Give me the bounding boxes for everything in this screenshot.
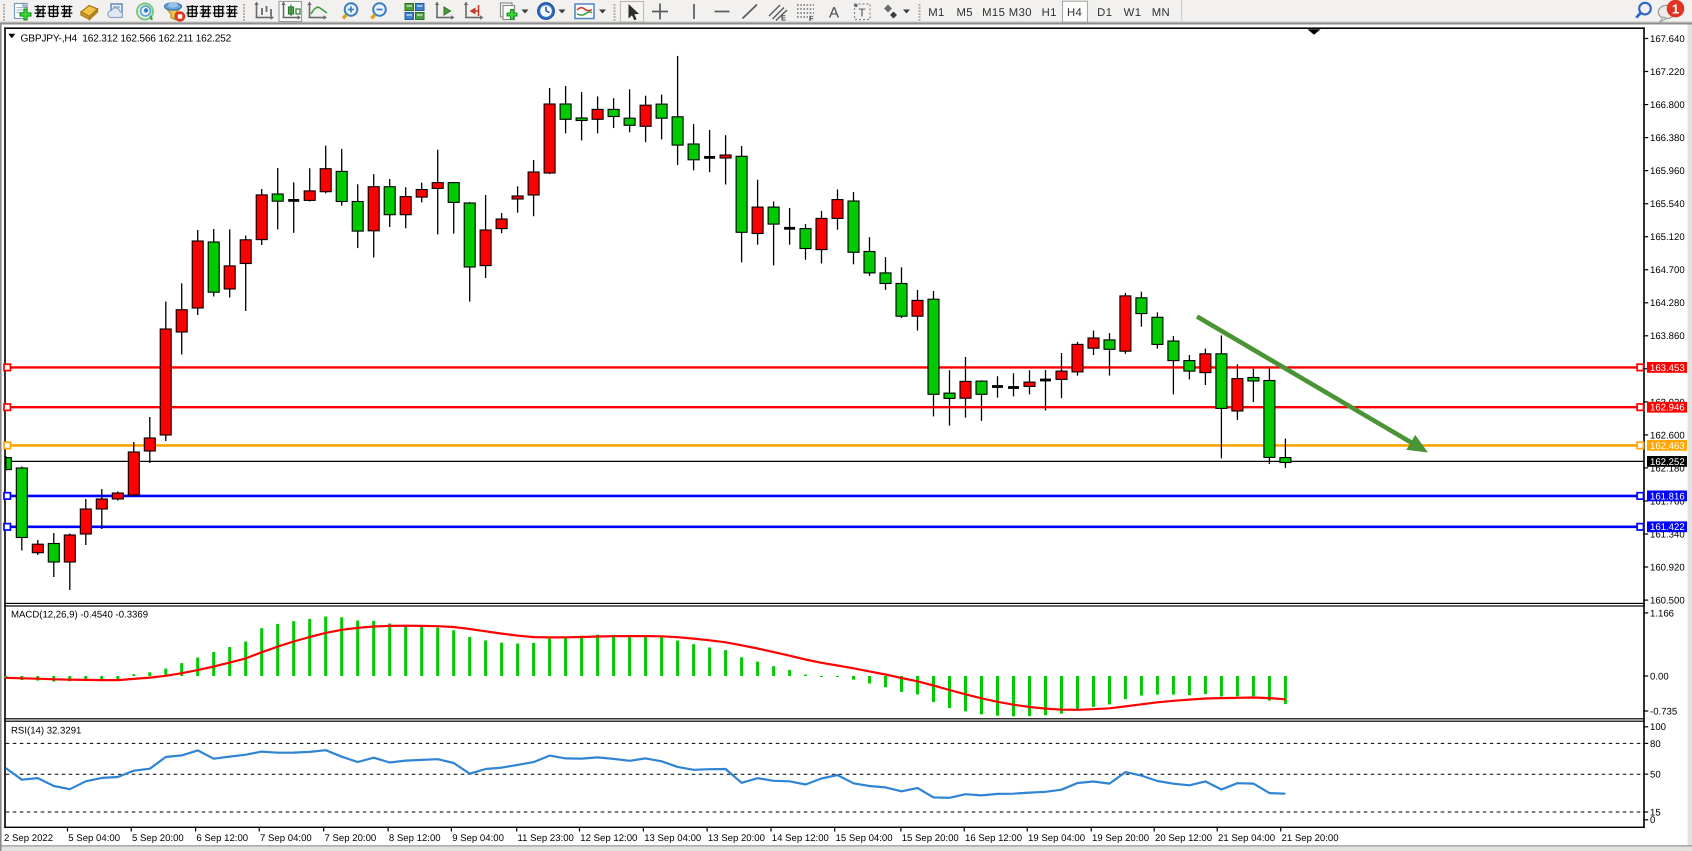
svg-text:0: 0 — [1650, 815, 1655, 826]
svg-text:165.960: 165.960 — [1650, 166, 1685, 177]
svg-text:MN: MN — [1152, 7, 1170, 19]
svg-text:E: E — [781, 14, 786, 23]
svg-text:M1: M1 — [928, 7, 945, 19]
svg-text:13 Sep 04:00: 13 Sep 04:00 — [644, 833, 701, 844]
svg-text:H1: H1 — [1042, 7, 1057, 19]
svg-text:9 Sep 04:00: 9 Sep 04:00 — [452, 833, 504, 844]
svg-text:165.120: 165.120 — [1650, 232, 1685, 243]
svg-text:GBPJPY-,H4 162.312 162.566 16: GBPJPY-,H4 162.312 162.566 162.211 162.2… — [21, 34, 232, 45]
svg-text:11 Sep 23:00: 11 Sep 23:00 — [518, 833, 574, 844]
svg-text:161.760: 161.760 — [1650, 496, 1685, 507]
svg-text:13 Sep 20:00: 13 Sep 20:00 — [708, 833, 765, 844]
svg-text:W1: W1 — [1124, 7, 1142, 19]
svg-text:20 Sep 12:00: 20 Sep 12:00 — [1155, 833, 1212, 844]
svg-text:T: T — [859, 8, 866, 20]
svg-text:M5: M5 — [956, 7, 973, 19]
svg-text:15 Sep 04:00: 15 Sep 04:00 — [836, 833, 893, 844]
svg-text:21 Sep 20:00: 21 Sep 20:00 — [1282, 833, 1339, 844]
svg-text:H4: H4 — [1067, 7, 1082, 19]
svg-text:165.540: 165.540 — [1650, 199, 1685, 210]
svg-text:M30: M30 — [1009, 7, 1032, 19]
svg-text:19 Sep 20:00: 19 Sep 20:00 — [1092, 833, 1149, 844]
svg-text:167.220: 167.220 — [1650, 67, 1685, 78]
svg-text:0.00: 0.00 — [1650, 671, 1669, 682]
svg-text:M15: M15 — [982, 7, 1005, 19]
svg-text:160.920: 160.920 — [1650, 562, 1685, 573]
svg-text:163.860: 163.860 — [1650, 331, 1685, 342]
svg-text:162.252: 162.252 — [1650, 457, 1685, 468]
svg-text:A: A — [829, 5, 839, 22]
svg-text:7 Sep 20:00: 7 Sep 20:00 — [325, 833, 377, 844]
svg-text:1: 1 — [1672, 1, 1679, 16]
svg-text:80: 80 — [1650, 739, 1661, 750]
svg-text:RSI(14) 32.3291: RSI(14) 32.3291 — [11, 726, 81, 737]
svg-text:50: 50 — [1650, 770, 1661, 781]
svg-text:162.946: 162.946 — [1650, 403, 1685, 414]
svg-text:163.453: 163.453 — [1650, 363, 1685, 374]
svg-text:160.500: 160.500 — [1650, 596, 1685, 607]
svg-text:166.380: 166.380 — [1650, 133, 1685, 144]
svg-text:14 Sep 12:00: 14 Sep 12:00 — [772, 833, 829, 844]
svg-text:100: 100 — [1650, 722, 1666, 733]
svg-text:8 Sep 12:00: 8 Sep 12:00 — [389, 833, 441, 844]
svg-text:19 Sep 04:00: 19 Sep 04:00 — [1028, 833, 1085, 844]
svg-text:15 Sep 20:00: 15 Sep 20:00 — [902, 833, 959, 844]
svg-text:162.463: 162.463 — [1650, 441, 1685, 452]
svg-text:1.166: 1.166 — [1650, 608, 1674, 619]
svg-text:12 Sep 12:00: 12 Sep 12:00 — [580, 833, 637, 844]
svg-text:15: 15 — [1650, 807, 1661, 818]
svg-text:161.340: 161.340 — [1650, 529, 1685, 540]
svg-text:D1: D1 — [1097, 7, 1112, 19]
svg-text:162.180: 162.180 — [1650, 463, 1685, 474]
svg-text:166.800: 166.800 — [1650, 100, 1685, 111]
svg-text:164.700: 164.700 — [1650, 265, 1685, 276]
svg-text:167.640: 167.640 — [1650, 34, 1685, 45]
svg-text:162.600: 162.600 — [1650, 430, 1685, 441]
svg-text:5 Sep 04:00: 5 Sep 04:00 — [68, 833, 120, 844]
svg-text:MACD(12,26,9) -0.4540 -0.3369: MACD(12,26,9) -0.4540 -0.3369 — [11, 610, 148, 621]
svg-text:161.816: 161.816 — [1650, 491, 1685, 502]
svg-text:F: F — [809, 14, 814, 23]
svg-text:2 Sep 2022: 2 Sep 2022 — [4, 833, 53, 844]
svg-text:6 Sep 12:00: 6 Sep 12:00 — [196, 833, 248, 844]
svg-text:5 Sep 20:00: 5 Sep 20:00 — [132, 833, 184, 844]
svg-text:21 Sep 04:00: 21 Sep 04:00 — [1218, 833, 1275, 844]
svg-text:-0.735: -0.735 — [1650, 706, 1677, 717]
svg-text:161.422: 161.422 — [1650, 522, 1685, 533]
svg-text:164.280: 164.280 — [1650, 298, 1685, 309]
svg-text:7 Sep 04:00: 7 Sep 04:00 — [260, 833, 312, 844]
svg-text:16 Sep 12:00: 16 Sep 12:00 — [965, 833, 1022, 844]
